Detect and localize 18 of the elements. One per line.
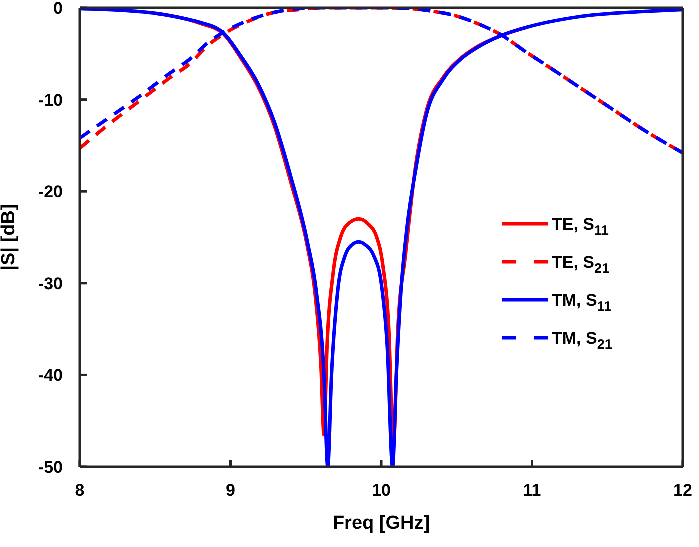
- y-tick-label: -20: [38, 182, 63, 202]
- legend-label: TE, S$_{21}$: [552, 253, 610, 276]
- y-tick-label: -40: [38, 366, 63, 386]
- line-series: [80, 8, 683, 467]
- x-tick-label: 10: [372, 481, 391, 500]
- y-tick-label: 0: [54, 0, 63, 18]
- legend-label: TM, S$_{21}$: [552, 329, 613, 352]
- y-tick-label: -50: [38, 458, 63, 478]
- x-tick-label: 12: [674, 481, 692, 500]
- legend-label: TM, S$_{11}$: [552, 291, 612, 314]
- x-tick-label: 11: [523, 481, 542, 500]
- legend-label: TE, S$_{11}$: [552, 215, 610, 238]
- x-tick-label: 8: [75, 481, 85, 500]
- y-tick-label: -10: [38, 90, 63, 110]
- y-tick-label: -30: [38, 274, 63, 294]
- x-tick-label: 9: [226, 481, 236, 500]
- x-axis-title: Freq [GHz]: [332, 513, 430, 534]
- y-axis-title: |S| [dB]: [0, 204, 20, 271]
